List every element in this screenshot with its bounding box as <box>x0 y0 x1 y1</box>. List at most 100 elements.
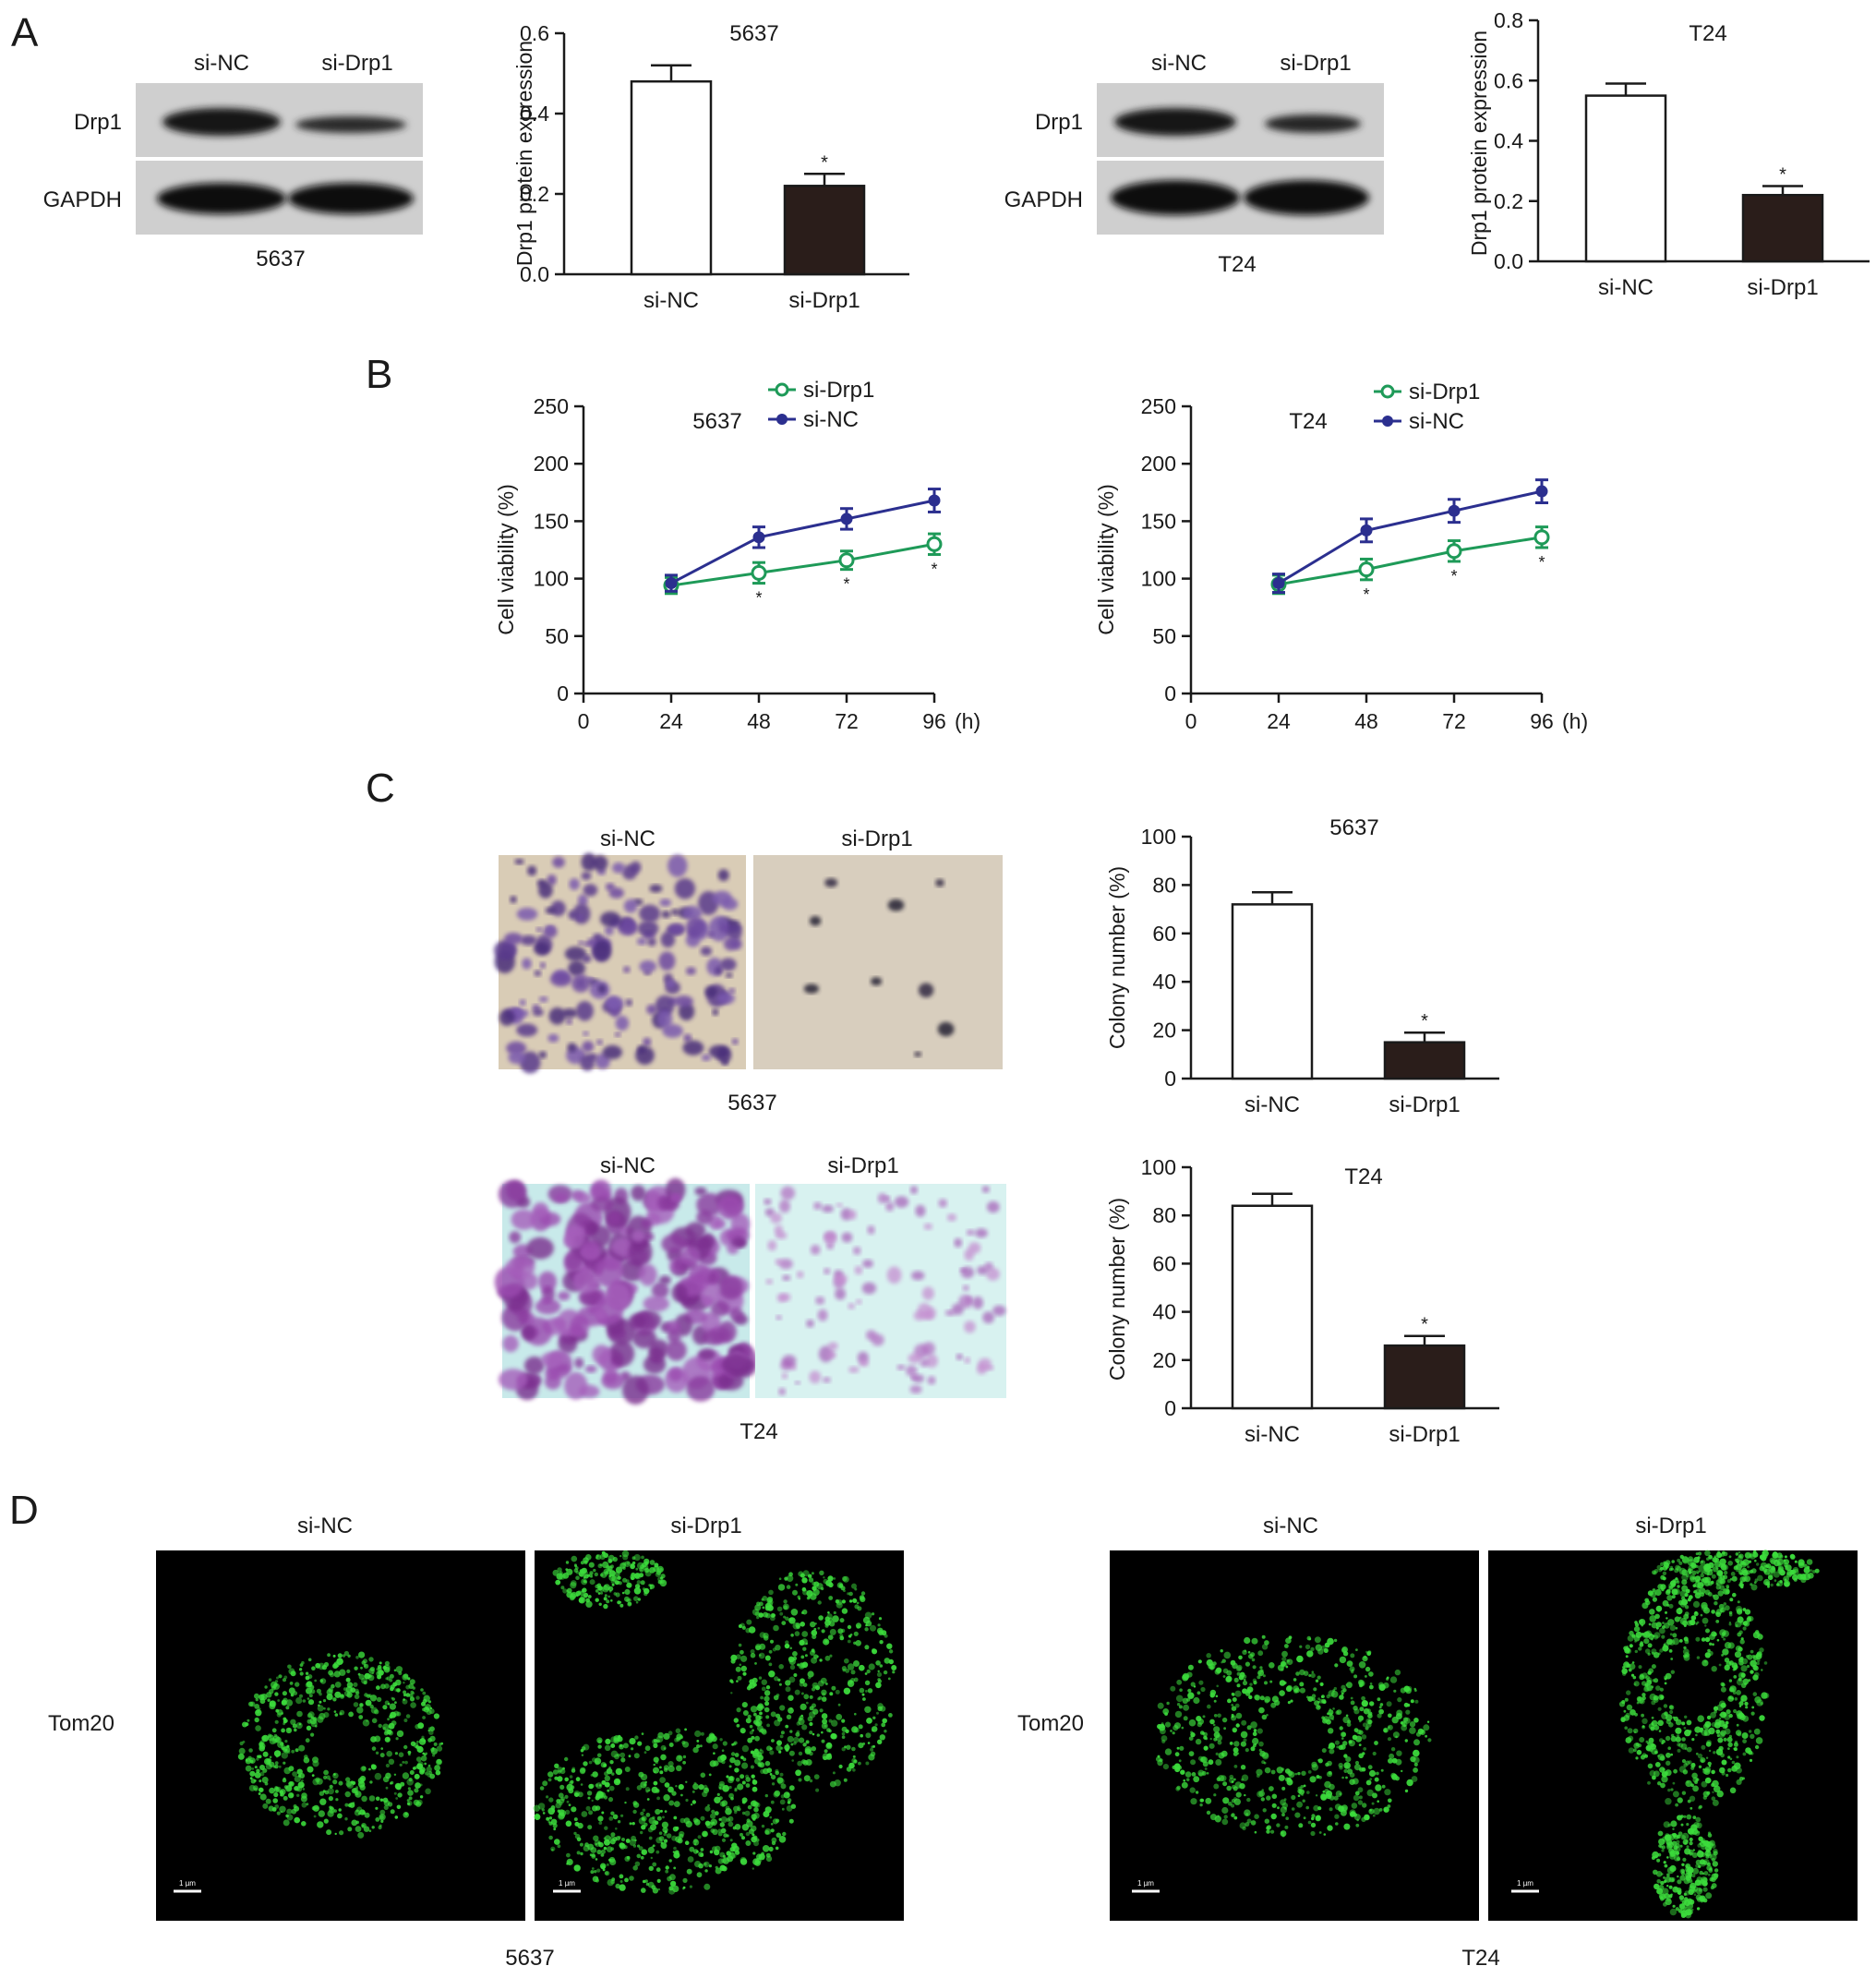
mitochondria-dot <box>811 1572 814 1575</box>
mitochondria-dot <box>433 1742 438 1746</box>
colony <box>682 906 703 921</box>
mitochondria-dot <box>824 1616 830 1622</box>
colony <box>659 899 671 907</box>
mitochondria-dot <box>603 1795 608 1800</box>
mitochondria-dot <box>1703 1871 1709 1875</box>
colony <box>835 1287 846 1300</box>
mitochondria-dot <box>854 1604 860 1610</box>
image-cell-line-label: 5637 <box>505 1946 554 1971</box>
colony <box>602 1044 622 1060</box>
mitochondria-dot <box>580 1594 586 1600</box>
mitochondria-dot <box>808 1577 814 1583</box>
mitochondria-dot <box>1221 1661 1223 1664</box>
mitochondria-dot <box>833 1577 836 1580</box>
colony <box>638 1263 657 1286</box>
mitochondria-signal <box>533 1550 897 1895</box>
colony <box>625 998 632 1007</box>
mitochondria-dot <box>588 1562 595 1568</box>
mitochondria-dot <box>722 1784 730 1792</box>
mitochondria-dot <box>1183 1704 1190 1711</box>
mitochondria-dot <box>600 1849 607 1854</box>
mitochondria-dot <box>872 1648 878 1655</box>
mitochondria-dot <box>1212 1723 1216 1727</box>
mitochondria-dot <box>406 1800 413 1806</box>
mitochondria-dot <box>1339 1695 1344 1700</box>
mitochondria-dot <box>1305 1805 1309 1810</box>
mitochondria-dot <box>1759 1715 1765 1721</box>
mitochondria-dot <box>1172 1731 1175 1735</box>
mitochondria-dot <box>290 1719 296 1726</box>
mitochondria-dot <box>611 1772 615 1776</box>
mitochondria-dot <box>1761 1692 1768 1699</box>
mitochondria-dot <box>729 1851 737 1859</box>
mitochondria-dot <box>692 1849 699 1854</box>
mitochondria-dot <box>323 1818 329 1824</box>
colony <box>686 917 706 937</box>
mitochondria-dot <box>1752 1674 1759 1681</box>
mitochondria-dot <box>1746 1655 1750 1658</box>
mitochondria-dot <box>379 1798 384 1802</box>
mitochondria-dot <box>1738 1551 1741 1554</box>
mitochondria-dot <box>1696 1560 1700 1563</box>
mitochondria-dot <box>1651 1664 1656 1670</box>
colony <box>661 911 671 919</box>
colony <box>658 951 676 971</box>
mitochondria-dot <box>720 1827 727 1834</box>
mitochondria-dot <box>631 1572 636 1577</box>
mitochondria-dot <box>1714 1601 1718 1606</box>
mitochondria-dot <box>733 1810 738 1815</box>
mitochondria-dot <box>1682 1769 1689 1775</box>
mitochondria-dot <box>1723 1587 1730 1596</box>
colony-stain <box>494 852 742 1074</box>
colony <box>925 1354 938 1369</box>
mitochondria-dot <box>1662 1645 1669 1652</box>
mitochondria-dot <box>847 1663 855 1670</box>
colony <box>614 1032 621 1037</box>
mitochondria-dot <box>315 1725 318 1728</box>
mitochondria-dot <box>786 1585 791 1589</box>
mitochondria-dot <box>596 1849 602 1855</box>
mitochondria-dot <box>1401 1769 1403 1773</box>
mitochondria-dot <box>754 1662 757 1665</box>
mitochondria-dot <box>1620 1717 1626 1723</box>
colony <box>623 899 638 913</box>
mitochondria-dot <box>353 1682 358 1687</box>
mitochondria-dot <box>762 1606 765 1610</box>
mitochondria-dot <box>820 1586 824 1591</box>
x-tick-label: si-NC <box>643 288 699 313</box>
mitochondria-dot <box>1334 1663 1339 1668</box>
mitochondria-dot <box>382 1705 388 1710</box>
mitochondria-dot <box>696 1740 700 1743</box>
mitochondria-dot <box>1242 1680 1248 1686</box>
mitochondria-dot <box>1699 1842 1702 1845</box>
mitochondria-dot <box>576 1837 582 1842</box>
mitochondria-dot <box>653 1756 659 1763</box>
colony <box>724 937 738 951</box>
mitochondria-dot <box>1170 1685 1176 1692</box>
mitochondria-dot <box>1720 1753 1725 1758</box>
y-tick-label: 40 <box>1152 1300 1176 1324</box>
mitochondria-dot <box>716 1792 720 1796</box>
mitochondria-dot <box>581 1567 587 1574</box>
mitochondria-dot <box>838 1764 843 1769</box>
mitochondria-dot <box>403 1744 408 1750</box>
mitochondria-dot <box>1260 1797 1266 1802</box>
mitochondria-dot <box>856 1601 860 1605</box>
mitochondria-dot <box>1676 1839 1680 1844</box>
mitochondria-dot <box>653 1739 657 1743</box>
mitochondria-dot <box>809 1721 813 1727</box>
mitochondria-dot <box>1157 1702 1164 1709</box>
mitochondria-dot <box>338 1808 342 1812</box>
mitochondria-dot <box>1654 1883 1660 1890</box>
mitochondria-dot <box>1351 1803 1358 1809</box>
mitochondria-dot <box>276 1712 282 1718</box>
mitochondria-dot <box>1281 1813 1285 1817</box>
mitochondria-dot <box>1686 1719 1692 1726</box>
mitochondria-dot <box>787 1792 790 1796</box>
mitochondria-dot <box>608 1816 614 1821</box>
mitochondria-dot <box>1736 1779 1742 1785</box>
mitochondria-dot <box>640 1580 645 1586</box>
mitochondria-dot <box>407 1787 411 1791</box>
mitochondria-dot <box>1704 1550 1711 1557</box>
